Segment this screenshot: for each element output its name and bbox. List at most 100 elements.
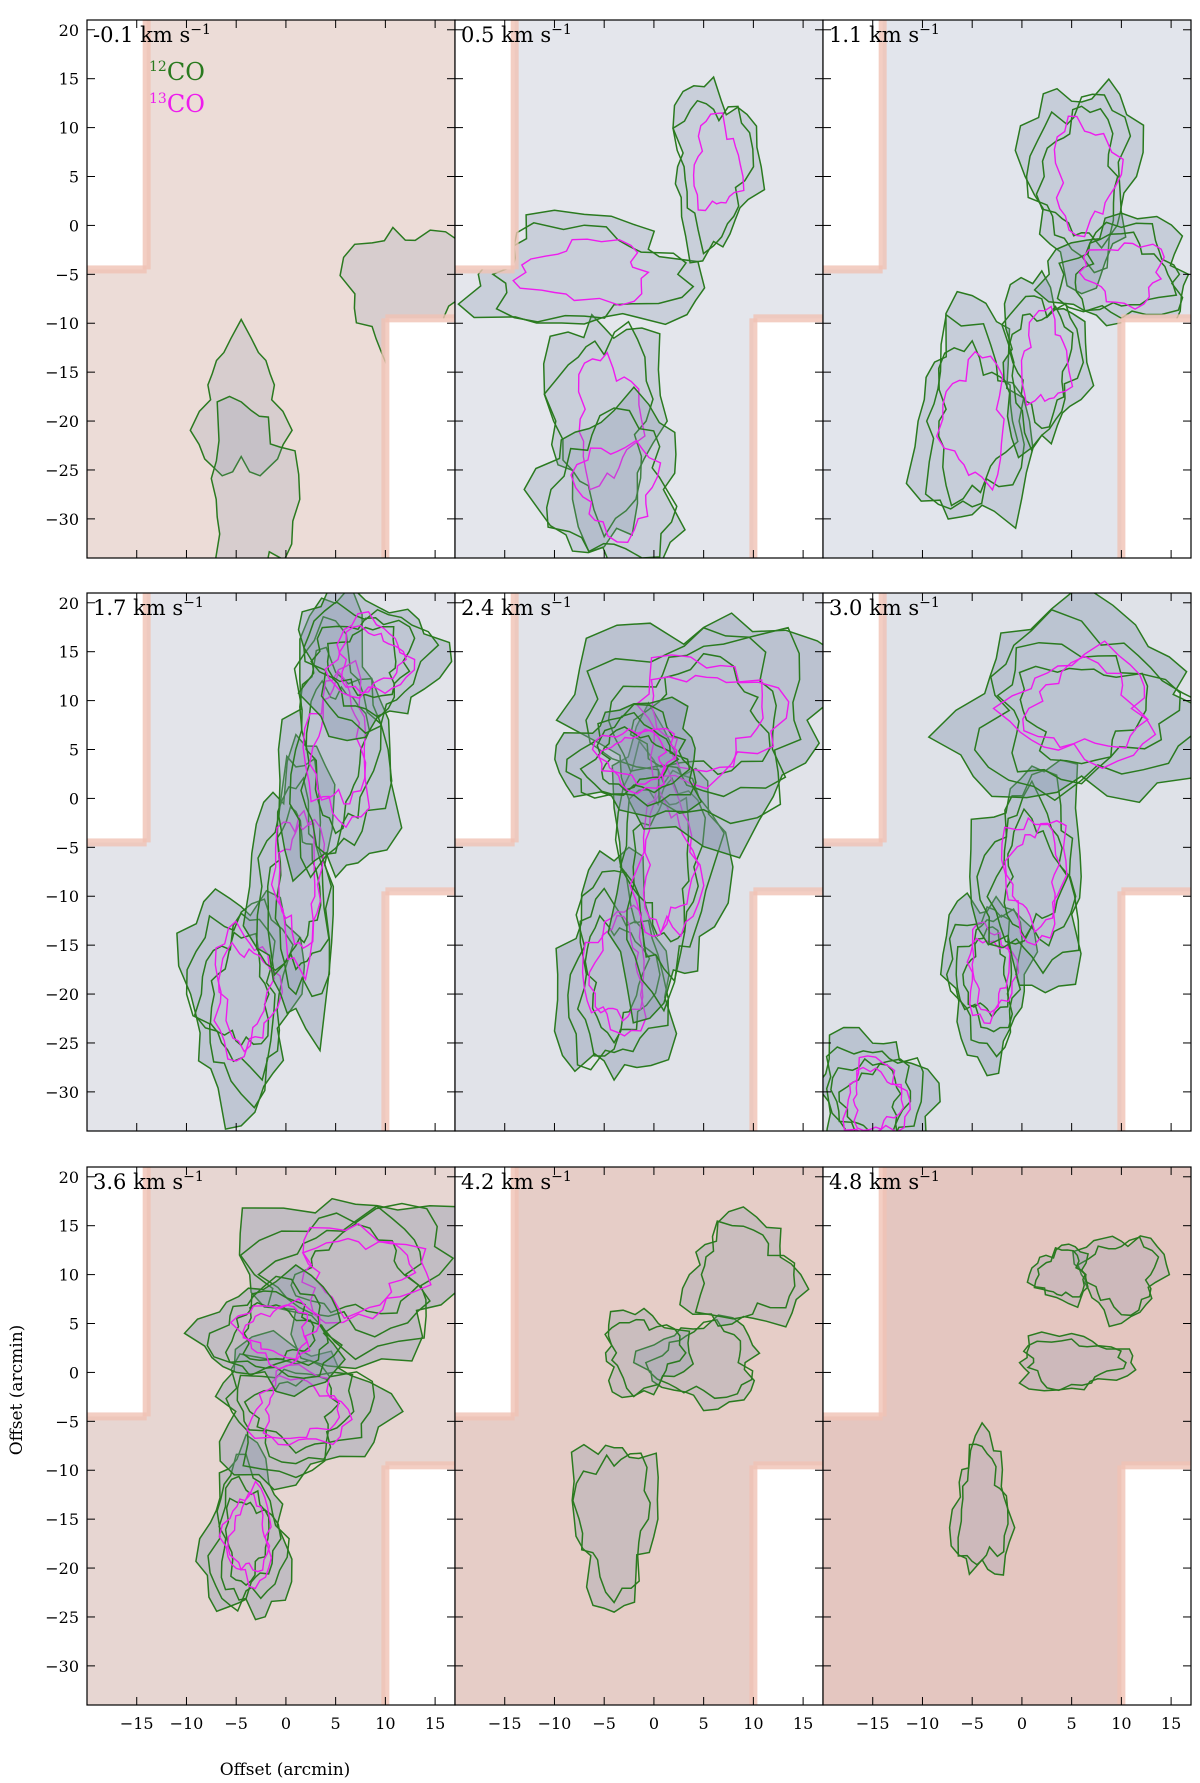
co12-contour — [183, 1264, 346, 1398]
velocity-unit-exponent: −1 — [551, 595, 572, 611]
mask-edge — [455, 838, 515, 847]
co12-contour — [242, 1301, 316, 1361]
co13-contour — [302, 659, 371, 829]
x-tick-label: −5 — [592, 1714, 616, 1733]
velocity-unit-exponent: −1 — [551, 22, 572, 38]
mask-edge — [823, 1412, 883, 1421]
mask-edge — [1121, 1461, 1191, 1470]
co13-contour — [935, 350, 1005, 492]
masked-region — [455, 20, 515, 270]
co12-contour — [277, 593, 403, 883]
emission-fill — [679, 1206, 809, 1327]
y-tick-label: −25 — [45, 1608, 79, 1627]
panel-frame — [822, 1166, 1192, 1706]
velocity-value: 3.6 km s — [93, 1170, 183, 1194]
y-tick-label: −25 — [45, 1034, 79, 1053]
y-tick-label: −30 — [45, 510, 79, 529]
co13-contour — [570, 439, 662, 544]
velocity-unit-exponent: −1 — [551, 1169, 572, 1185]
emission-fill — [211, 396, 300, 558]
masked-region — [753, 891, 823, 1131]
co12-contour — [567, 869, 670, 1071]
co12-contour — [543, 320, 654, 539]
channel-panel: 0.5 km s−1 — [454, 19, 824, 559]
mask-edge — [510, 593, 519, 843]
channel-panel: 1.1 km s−1 — [822, 19, 1192, 559]
co13-contour — [227, 1491, 271, 1573]
emission-fill — [278, 593, 402, 882]
co12-contour — [1022, 1338, 1127, 1392]
masked-region — [87, 20, 147, 270]
y-tick-label: 20 — [59, 594, 79, 613]
co12-contour — [214, 1329, 404, 1491]
x-tick-label: −10 — [538, 1714, 572, 1733]
y-tick-label: −20 — [45, 412, 79, 431]
co13-contour — [842, 1055, 911, 1131]
co12-contour — [189, 317, 293, 477]
y-tick-label: 5 — [69, 1315, 79, 1334]
co12-contour — [585, 626, 802, 825]
co12-contour — [694, 1220, 796, 1320]
co12-contour — [310, 617, 416, 719]
co13-contour — [852, 1066, 905, 1131]
co12-contour — [1077, 1236, 1160, 1317]
mask-edge — [1117, 891, 1126, 1131]
y-tick-label: −30 — [45, 1083, 79, 1102]
x-tick-label: −15 — [120, 1714, 154, 1733]
co13-contour — [650, 674, 764, 773]
emission-fill — [949, 1422, 1015, 1575]
co12-contour — [939, 891, 1039, 1077]
co12-contour — [218, 1475, 282, 1601]
emission-fill — [176, 889, 305, 1130]
x-tick-label: 10 — [1111, 1714, 1131, 1733]
co12-contour — [1025, 93, 1132, 274]
co12-contour — [257, 1205, 431, 1338]
co13-contour — [1078, 242, 1165, 310]
mask-edge — [753, 887, 823, 896]
y-tick-label: −5 — [55, 1412, 79, 1431]
emission-fill — [243, 734, 335, 1051]
x-tick-label: 5 — [1067, 1714, 1077, 1733]
masked-region — [385, 891, 455, 1131]
x-tick-label: 0 — [1017, 1714, 1027, 1733]
co13-contour — [242, 1304, 309, 1360]
co13-contour — [577, 351, 646, 491]
x-tick-label: 0 — [281, 1714, 291, 1733]
co12-contour — [644, 1318, 754, 1400]
co12-contour — [303, 600, 440, 735]
mask-edge — [385, 887, 455, 896]
mask-edge — [749, 1465, 758, 1705]
co12-contour — [629, 652, 771, 776]
x-tick-label: −5 — [224, 1714, 248, 1733]
mask-edge — [749, 318, 758, 558]
co13-contour — [588, 914, 644, 1023]
y-tick-label: 10 — [59, 1266, 79, 1285]
co12-contour — [207, 1453, 290, 1613]
co12-contour — [565, 703, 697, 807]
emission-fill — [1003, 270, 1094, 458]
channel-panel: −15 −10 −5 0 5 10 15 4.2 km s−1 — [454, 1166, 824, 1733]
y-tick-label: 0 — [69, 1363, 79, 1382]
mask-edge — [878, 20, 887, 270]
x-tick-label: 0 — [649, 1714, 659, 1733]
co13-contour — [692, 112, 745, 212]
y-tick-label: −20 — [45, 985, 79, 1004]
emission-fill — [1019, 1332, 1136, 1391]
velocity-label: 2.4 km s−1 — [461, 595, 572, 620]
co12-contour — [1026, 1243, 1089, 1309]
co13-contour — [301, 1237, 417, 1320]
masked-region — [823, 20, 883, 270]
velocity-label: 3.6 km s−1 — [93, 1169, 204, 1194]
y-tick-label: 15 — [59, 1217, 79, 1236]
x-tick-label: −15 — [856, 1714, 890, 1733]
x-tick-label: 15 — [425, 1714, 445, 1733]
co12-contour — [976, 769, 1080, 975]
velocity-label: 1.7 km s−1 — [93, 595, 204, 620]
velocity-value: 3.0 km s — [829, 596, 919, 620]
co12-contour — [601, 726, 680, 791]
mask-edge — [1121, 887, 1191, 896]
x-tick-label: 5 — [699, 1714, 709, 1733]
mask-edge — [385, 314, 455, 323]
y-tick-label: 5 — [69, 741, 79, 760]
